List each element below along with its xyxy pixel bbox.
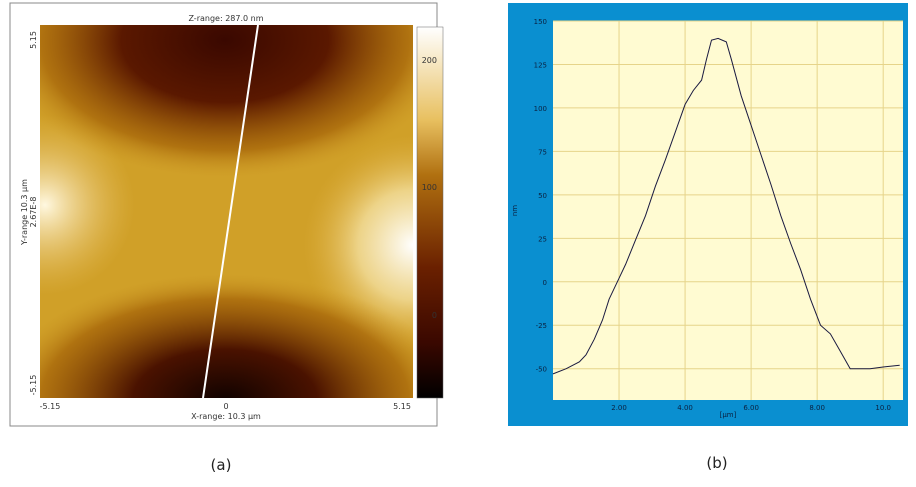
colorbar-tick: 0 [432,311,437,320]
colorbar [417,27,443,398]
y-tick-label: -25 [536,322,547,330]
y-sub: 2.67E-8 [29,197,38,228]
y-tick-label: -50 [536,366,547,374]
z-range: Z-range: 287.0 nm [188,14,263,23]
y-tick-label: 0 [543,279,547,287]
y-range: Y-range 10.3 µm [20,179,29,246]
y-tick: -5.15 [29,375,38,396]
y-tick: 5.15 [29,31,38,49]
x-tick: -5.15 [40,402,61,411]
figure: Z-range: 287.0 nm X-range: 10.3 µm 0 -5.… [0,0,916,483]
x-tick-label: 2.00 [611,404,627,412]
y-tick-label: 25 [538,235,547,243]
caption: (b) [706,454,727,472]
colorbar-tick: 200 [422,56,437,65]
x-tick-label: 10.0 [875,404,891,412]
afm-image [40,25,413,398]
colorbar-tick: 100 [422,183,437,192]
caption: (a) [211,456,232,474]
y-tick-label: 75 [538,148,547,156]
x-tick: 5.15 [393,402,411,411]
plot-area [553,21,903,400]
y-axis-label: nm [511,205,519,216]
x-axis-label: [µm] [720,411,737,419]
y-tick-label: 150 [534,18,547,26]
x-tick-label: 4.00 [677,404,693,412]
y-tick-label: 50 [538,192,547,200]
y-tick-label: 125 [534,61,547,69]
x-tick-label: 8.00 [809,404,825,412]
x-tick-label: 6.00 [743,404,759,412]
x-range: X-range: 10.3 µm [191,412,261,421]
x-tick: 0 [223,402,228,411]
y-tick-label: 100 [534,105,547,113]
